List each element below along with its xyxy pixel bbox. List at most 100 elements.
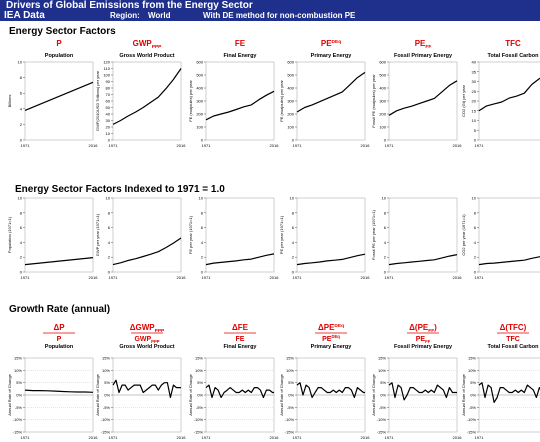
y-tick-label: 8 [474, 210, 477, 215]
y-tick-label: 10 [106, 131, 111, 136]
series-line [24, 389, 94, 393]
y-tick-label: 90 [106, 79, 111, 84]
y-tick-label: 5% [16, 380, 22, 385]
growth-factor-name: Total Fossil Carbon [488, 344, 540, 350]
y-tick-label: 6 [108, 225, 111, 230]
y-tick-label: -10% [377, 417, 387, 422]
factor-symbol: GWPPPP [133, 39, 163, 50]
chart-growth-2: -15% -10% -5% 0% 5% 10% 15% 1971 2016 Annual Rate… [188, 356, 279, 441]
y-tick-label: 2 [384, 255, 387, 260]
x-tick-label: 1971 [21, 275, 31, 280]
y-tick-label: -10% [13, 417, 23, 422]
y-tick-label: 0 [384, 270, 387, 275]
growth-denominator: TFC [506, 336, 520, 343]
factor-symbol: PEFF [415, 39, 432, 50]
chart-indexed-1: 0 2 4 6 8 10 1971 2016 GWP per year (1971=1) [95, 196, 186, 281]
region-label: Region: [110, 11, 140, 20]
y-tick-label: 0 [108, 138, 111, 143]
series-line [112, 379, 181, 399]
y-tick-label: 50 [106, 105, 111, 110]
x-tick-label: 2016 [270, 143, 280, 148]
y-tick-label: 2 [20, 255, 23, 260]
growth-numerator: ΔFE [232, 323, 249, 332]
growth-factor-name: Final Energy [223, 344, 257, 350]
x-tick-label: 2016 [177, 143, 187, 148]
y-tick-label: 600 [287, 60, 294, 65]
y-axis-label: PE per year (1971=1) [279, 215, 284, 254]
y-tick-label: -15% [285, 430, 295, 435]
section-title-factors: Energy Sector Factors [9, 26, 116, 37]
y-tick-label: -5% [196, 405, 204, 410]
chart-factors-3: 0 100 200 300 400 500 600 1971 2016 PE (exajoules… [279, 60, 370, 149]
growth-numerator: Δ(PEFF) [409, 323, 437, 334]
report-header: Drivers of Global Emissions from the Ene… [0, 0, 540, 21]
y-axis-label: Fossil PE per year (1971=1) [371, 209, 376, 260]
growth-factor-name: Gross World Product [119, 344, 174, 350]
plot-frame [388, 197, 458, 273]
y-tick-label: 80 [106, 86, 111, 91]
y-tick-label: 30 [106, 118, 111, 123]
y-tick-label: 100 [287, 125, 294, 130]
y-tick-label: 0% [380, 393, 386, 398]
y-axis-label: CO2 per year (1971=1) [461, 214, 466, 256]
plot-frame [478, 61, 540, 141]
y-tick-label: 0% [104, 393, 110, 398]
factor-name: Primary Energy [311, 53, 353, 59]
x-tick-label: 1971 [109, 435, 119, 440]
y-tick-label: 500 [379, 73, 386, 78]
series-line [205, 384, 274, 399]
factor-symbol: PEDEq [321, 39, 341, 48]
y-tick-label: 8 [20, 210, 23, 215]
plot-frame [112, 61, 182, 141]
y-tick-label: 600 [379, 60, 386, 65]
y-tick-label: 0 [20, 270, 23, 275]
chart-indexed-3: 0 2 4 6 8 10 1971 2016 PE per year (1971=1) [279, 196, 370, 281]
section-title-growth: Growth Rate (annual) [9, 304, 111, 315]
y-tick-label: 0 [474, 138, 477, 143]
plot-frame [112, 197, 182, 273]
growth-denominator: PEDEq [322, 334, 340, 343]
factor-name: Total Fossil Carbon [488, 53, 540, 59]
y-axis-label: FE per year (1971=1) [188, 215, 193, 254]
region-value: World [148, 11, 171, 20]
y-tick-label: 0% [288, 393, 294, 398]
chart-indexed-0: 0 2 4 6 8 10 1971 2016 Population (1971=1) [7, 196, 98, 281]
growth-factor-name: Population [45, 344, 74, 350]
y-tick-label: -15% [101, 430, 111, 435]
y-tick-label: 10 [18, 196, 23, 201]
y-tick-label: 15% [102, 356, 110, 361]
x-tick-label: 1971 [21, 143, 31, 148]
y-tick-label: 15% [14, 356, 22, 361]
y-axis-label: FE (exajoules) per year [188, 80, 193, 122]
y-tick-label: 8 [201, 210, 204, 215]
plot-frame [296, 197, 366, 273]
series-line [388, 254, 458, 266]
y-tick-label: 5% [104, 380, 110, 385]
x-tick-label: 1971 [293, 435, 303, 440]
factor-symbol: TFC [505, 39, 521, 48]
x-tick-label: 1971 [202, 143, 212, 148]
y-tick-label: 10 [199, 196, 204, 201]
series-line [296, 71, 366, 113]
y-tick-label: 0 [292, 270, 295, 275]
series-line [296, 253, 366, 266]
growth-numerator: ΔGWPPPP [130, 323, 165, 334]
y-tick-label: -15% [194, 430, 204, 435]
series-line [478, 256, 540, 266]
y-tick-label: 4 [20, 106, 23, 111]
growth-denominator: FE [236, 336, 245, 343]
y-tick-label: 6 [20, 91, 23, 96]
y-tick-label: 4 [108, 240, 111, 245]
y-tick-label: 10% [378, 368, 386, 373]
y-axis-label: CO2 (Gt) per year [461, 84, 466, 117]
x-tick-label: 2016 [89, 435, 99, 440]
x-tick-label: 2016 [453, 143, 463, 148]
factor-name: Gross World Product [119, 53, 174, 59]
x-tick-label: 2016 [361, 435, 371, 440]
y-tick-label: 0% [197, 393, 203, 398]
report-title: Drivers of Global Emissions from the Ene… [6, 0, 253, 11]
y-tick-label: 0 [474, 270, 477, 275]
y-tick-label: 600 [196, 60, 203, 65]
y-tick-label: 5 [474, 128, 477, 133]
